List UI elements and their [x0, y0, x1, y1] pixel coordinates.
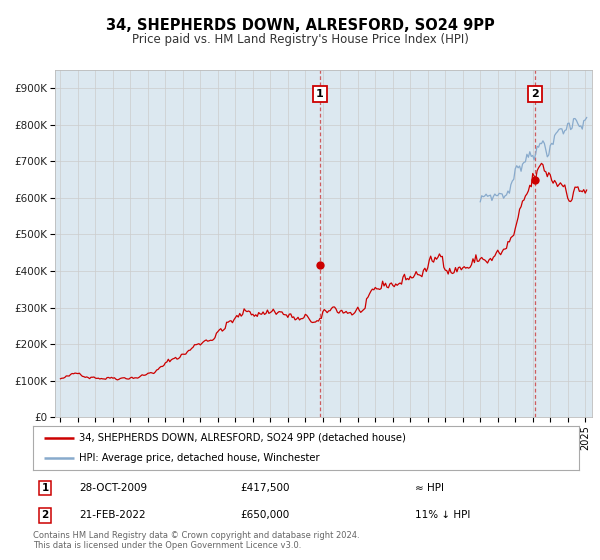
- Text: Price paid vs. HM Land Registry's House Price Index (HPI): Price paid vs. HM Land Registry's House …: [131, 32, 469, 46]
- Text: ≈ HPI: ≈ HPI: [415, 483, 444, 493]
- Text: 28-OCT-2009: 28-OCT-2009: [79, 483, 148, 493]
- Text: £417,500: £417,500: [241, 483, 290, 493]
- Text: 34, SHEPHERDS DOWN, ALRESFORD, SO24 9PP (detached house): 34, SHEPHERDS DOWN, ALRESFORD, SO24 9PP …: [79, 433, 406, 443]
- Text: 1: 1: [41, 483, 49, 493]
- Text: 21-FEB-2022: 21-FEB-2022: [79, 511, 146, 520]
- Text: Contains HM Land Registry data © Crown copyright and database right 2024.
This d: Contains HM Land Registry data © Crown c…: [33, 531, 359, 550]
- Text: 2: 2: [41, 511, 49, 520]
- Text: 34, SHEPHERDS DOWN, ALRESFORD, SO24 9PP: 34, SHEPHERDS DOWN, ALRESFORD, SO24 9PP: [106, 18, 494, 32]
- Text: 2: 2: [531, 88, 539, 99]
- Text: HPI: Average price, detached house, Winchester: HPI: Average price, detached house, Winc…: [79, 453, 320, 463]
- Text: £650,000: £650,000: [241, 511, 290, 520]
- Text: 11% ↓ HPI: 11% ↓ HPI: [415, 511, 470, 520]
- Text: 1: 1: [316, 88, 323, 99]
